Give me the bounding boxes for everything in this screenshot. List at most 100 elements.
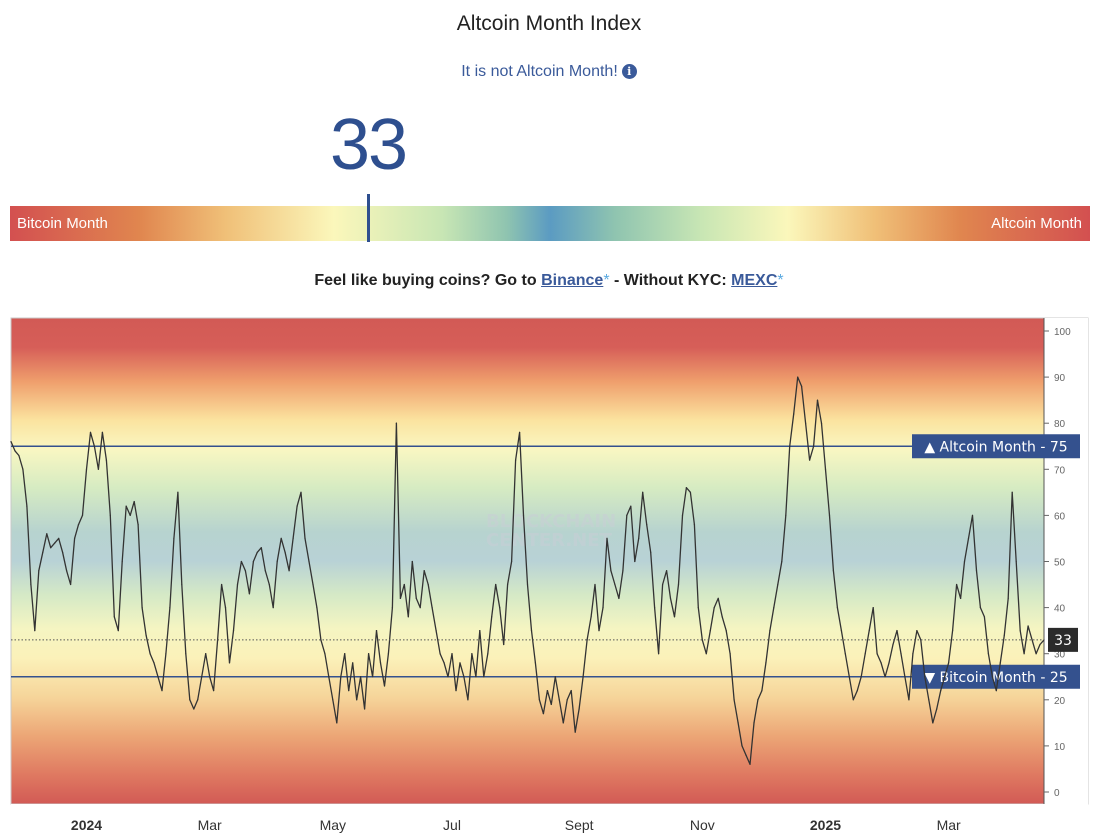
data-point (252, 560, 254, 563)
y-tick-label-60: 60 (1054, 511, 1066, 522)
data-point (256, 551, 258, 553)
data-point (519, 431, 521, 433)
data-point (419, 607, 421, 609)
data-point (773, 607, 775, 609)
data-point (904, 676, 906, 678)
data-point (228, 662, 231, 664)
data-point (995, 690, 997, 692)
data-point (236, 583, 239, 586)
data-point (300, 491, 302, 493)
data-point (97, 468, 99, 470)
data-point (145, 634, 147, 636)
data-point (733, 699, 735, 701)
data-point (280, 537, 282, 539)
x-tick-label-4: Sept (565, 817, 594, 833)
data-point (463, 676, 465, 678)
data-point (836, 607, 839, 609)
data-point (522, 514, 525, 516)
data-point (801, 385, 803, 387)
data-point (284, 551, 286, 553)
data-point (268, 583, 270, 586)
data-point (340, 676, 342, 678)
data-point (542, 713, 545, 715)
data-point (288, 570, 290, 572)
data-point (74, 537, 76, 539)
data-point (332, 699, 334, 701)
data-point (650, 551, 652, 553)
data-point (582, 676, 584, 678)
x-tick-label-2: May (320, 817, 346, 833)
promo-text: Feel like buying coins? Go to (314, 272, 542, 289)
data-point (598, 630, 600, 632)
data-point (77, 524, 80, 526)
data-point (435, 630, 437, 632)
data-point (427, 583, 429, 586)
data-point (1007, 597, 1009, 599)
data-point (62, 551, 64, 553)
data-point (197, 699, 199, 701)
axis-panel (1044, 318, 1088, 804)
data-point (570, 690, 572, 692)
data-point (753, 722, 755, 724)
data-point (697, 607, 699, 609)
data-point (248, 593, 250, 595)
data-point (264, 570, 266, 572)
data-point (173, 537, 175, 539)
data-point (960, 597, 962, 599)
data-point (46, 533, 48, 535)
data-point (757, 699, 759, 701)
data-point (113, 616, 115, 618)
x-axis-ticks: 2024 Mar May Jul Sept Nov 2025 Mar (71, 817, 961, 833)
data-point (1035, 653, 1037, 655)
data-point (1019, 630, 1021, 632)
y-tick-label-30: 30 (1054, 650, 1066, 661)
data-point (403, 583, 405, 586)
data-point (840, 630, 843, 632)
data-point (550, 703, 552, 705)
gauge-bar (10, 206, 1090, 241)
data-point (209, 676, 211, 678)
data-point (634, 560, 636, 563)
binance-link[interactable]: Binance (541, 272, 604, 289)
data-point (797, 376, 799, 378)
promo-line: Feel like buying coins? Go to Binance* -… (0, 272, 1098, 290)
reference-label-25: ▼ Bitcoin Month - 25 (924, 670, 1067, 686)
data-point (999, 662, 1001, 664)
status-message: It is not Altcoin Month! (461, 63, 618, 80)
data-point (952, 630, 954, 632)
data-point (761, 690, 763, 692)
data-point (487, 653, 489, 655)
data-point (642, 491, 644, 493)
x-axis-panel (11, 804, 1088, 840)
y-tick-label-0: 0 (1054, 788, 1060, 799)
current-value-label: 33 (1054, 633, 1072, 649)
data-point (868, 630, 870, 632)
series-layer (10, 376, 1045, 765)
data-point (93, 445, 95, 447)
data-point (451, 653, 453, 655)
data-point (38, 570, 40, 572)
data-point (717, 597, 719, 599)
mexc-link[interactable]: MEXC (731, 272, 778, 289)
info-circle-icon[interactable]: i (621, 64, 637, 79)
y-tick-label-50: 50 (1054, 558, 1066, 569)
data-point (948, 662, 950, 664)
data-point (677, 583, 680, 586)
data-point (149, 653, 151, 655)
data-point (741, 745, 743, 747)
data-point (932, 722, 934, 724)
data-point (141, 607, 143, 609)
data-point (908, 699, 910, 701)
data-point (244, 570, 246, 572)
x-tick-label-3: Jul (443, 817, 461, 833)
data-point (689, 491, 692, 493)
y-tick-label-20: 20 (1054, 696, 1066, 707)
data-point (375, 630, 378, 632)
data-point (407, 616, 409, 618)
data-point (1023, 653, 1025, 655)
data-point (165, 653, 167, 655)
data-point (348, 690, 350, 692)
data-point (372, 676, 374, 678)
current-value-marker: 33 (11, 627, 1078, 652)
data-point (213, 690, 215, 692)
